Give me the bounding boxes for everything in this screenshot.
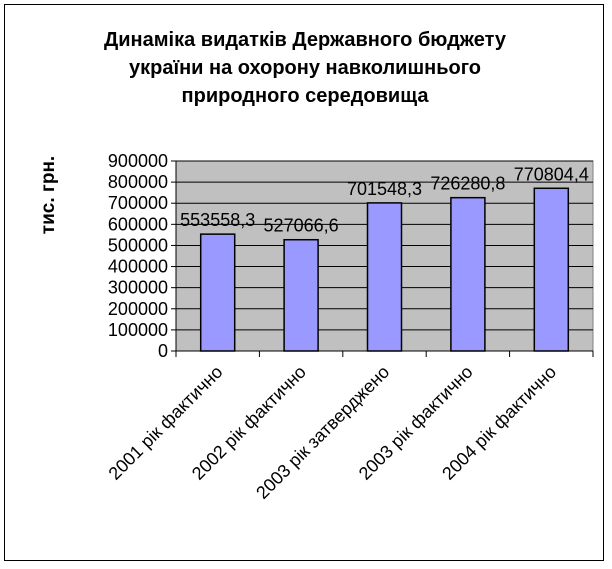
data-label: 553558,3 <box>180 210 255 230</box>
y-tick-label: 900000 <box>108 151 168 171</box>
y-axis-label: тис. грн. <box>38 156 59 234</box>
bar <box>199 233 236 352</box>
y-tick-label: 800000 <box>108 172 168 192</box>
y-tick-label: 200000 <box>108 299 168 319</box>
chart-frame <box>4 4 604 561</box>
y-tick-label: 700000 <box>108 193 168 213</box>
y-tick-label: 100000 <box>108 320 168 340</box>
title-line: Динаміка видатків Державного бюджету <box>103 29 506 51</box>
bar <box>533 187 570 352</box>
chart-title: Динаміка видатків Державного бюджету укр… <box>40 26 570 110</box>
bar <box>283 238 319 352</box>
y-tick-label: 300000 <box>108 278 168 298</box>
data-label: 527066,6 <box>264 216 339 236</box>
y-tick-label: 600000 <box>108 214 168 234</box>
y-tick-label: 400000 <box>108 257 168 277</box>
data-label: 701548,3 <box>347 179 422 199</box>
y-tick-label: 500000 <box>108 235 168 255</box>
y-tick-label: 0 <box>158 341 168 361</box>
data-label: 770804,4 <box>514 164 589 184</box>
title-line: україни на охорону навколишнього <box>128 57 482 79</box>
title-line: природного середовища <box>181 85 429 107</box>
bar <box>366 202 403 352</box>
bar <box>450 196 486 352</box>
data-label: 726280,8 <box>430 174 505 194</box>
